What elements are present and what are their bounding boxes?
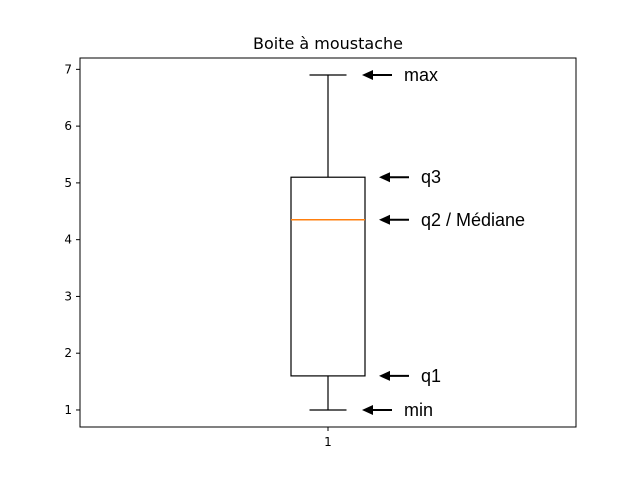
y-axis: 1 2 3 4 5 6 7 (64, 62, 80, 417)
annotation-min: min (404, 400, 433, 420)
y-tick-label: 3 (64, 289, 72, 303)
arrow-head (379, 214, 390, 225)
iqr-box (290, 176, 366, 377)
arrow-head (379, 370, 390, 381)
y-tick-label: 2 (64, 346, 72, 360)
x-tick-label: 1 (324, 435, 332, 449)
arrow-head (362, 404, 373, 415)
annotation-q1: q1 (421, 366, 441, 386)
annotations: max q3 q2 / Médiane q1 min (362, 65, 525, 420)
y-tick-label: 5 (64, 176, 72, 190)
chart-title: Boite à moustache (253, 34, 403, 53)
y-tick-label: 1 (64, 403, 72, 417)
annotation-q3: q3 (421, 167, 441, 187)
box-plot (290, 74, 366, 411)
annotation-median: q2 / Médiane (421, 210, 525, 230)
y-tick-label: 4 (64, 233, 72, 247)
y-tick-label: 6 (64, 119, 72, 133)
annotation-max: max (404, 65, 438, 85)
arrow-head (379, 172, 390, 183)
arrow-head (362, 70, 373, 81)
y-tick-label: 7 (64, 62, 72, 76)
x-axis: 1 (324, 427, 332, 449)
